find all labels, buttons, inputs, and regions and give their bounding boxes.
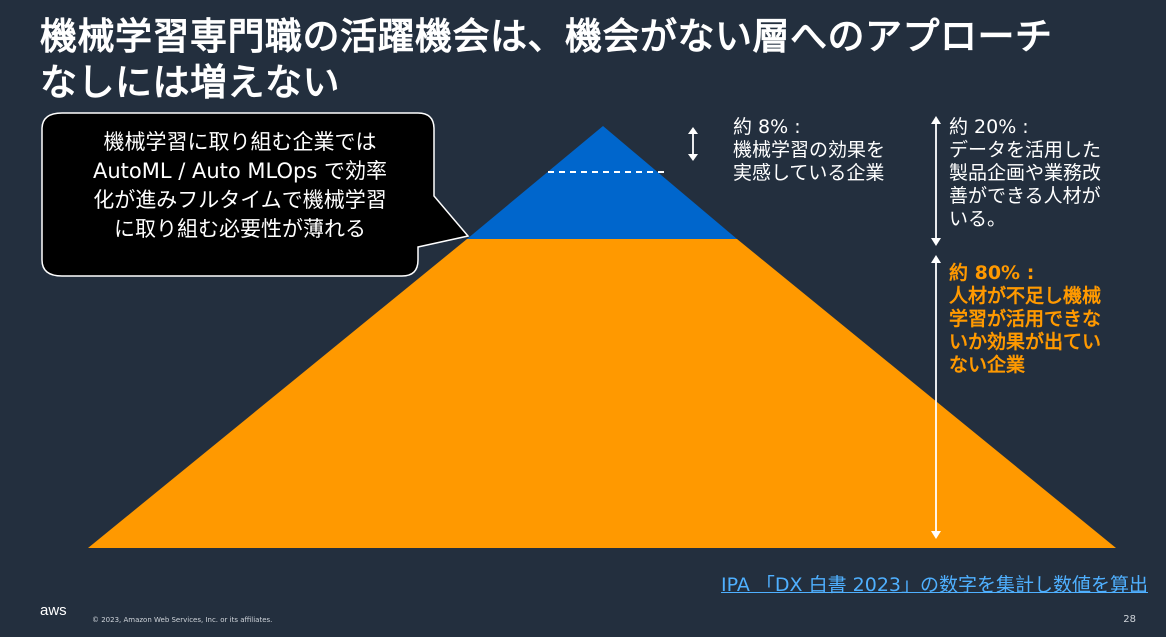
callout-line3: 化が進みフルタイムで機械学習 [93,188,387,212]
annotation-bottom-tier: 約 80% : 人材が不足し機械 学習が活用できな いか効果が出てい ない企業 [949,262,1149,377]
annotation-bottom-percent: 約 80% : [949,262,1035,284]
pyramid-top-tier [467,126,737,239]
slide-title-line1: 機械学習専門職の活躍機会は、機会がない層へのアプローチ [40,15,1053,58]
annotation-middle-line1: データを活用した [949,139,1102,161]
arrow-20-percent [931,116,941,246]
annotation-bottom-line1: 人材が不足し機械 [949,285,1102,307]
annotation-middle-line2: 製品企画や業務改 [949,162,1102,184]
annotation-middle-line4: いる。 [949,208,1007,230]
annotation-bottom-line2: 学習が活用できな [949,308,1102,330]
annotation-top-tier: 約 8% : 機械学習の効果を 実感している企業 [733,116,933,185]
callout-line2: AutoML / Auto MLOps で効率 [93,159,387,183]
source-link[interactable]: IPA 「DX 白書 2023」の数字を集計し数値を算出 [721,574,1148,596]
callout-line4: に取り組む必要性が薄れる [114,217,366,241]
pyramid-base-extension [467,540,741,548]
annotation-middle-line3: 善ができる人材が [949,185,1101,207]
annotation-top-line2: 実感している企業 [733,162,885,184]
callout-text: 機械学習に取り組む企業では AutoML / Auto MLOps で効率 化が… [52,128,428,244]
copyright-text: © 2023, Amazon Web Services, Inc. or its… [92,616,273,624]
annotation-middle-tier: 約 20% : データを活用した 製品企画や業務改 善ができる人材が いる。 [949,116,1149,231]
aws-logo: aws [40,602,67,619]
annotation-top-line1: 機械学習の効果を [733,139,886,161]
callout-line1: 機械学習に取り組む企業では [103,130,377,154]
slide-title: 機械学習専門職の活躍機会は、機会がない層へのアプローチ なしには増えない [40,14,1150,106]
annotation-middle-percent: 約 20% : [949,116,1029,138]
annotation-bottom-line3: いか効果が出てい [949,331,1102,353]
page-number: 28 [1123,614,1136,625]
annotation-top-percent: 約 8% : [733,116,801,138]
pyramid-bottom-tier [88,239,1116,548]
annotation-bottom-line4: ない企業 [949,354,1026,376]
slide-title-line2: なしには増えない [40,61,340,104]
arrow-80-percent [931,255,941,539]
callout-bubble [41,112,470,277]
arrow-8-percent [688,127,698,161]
